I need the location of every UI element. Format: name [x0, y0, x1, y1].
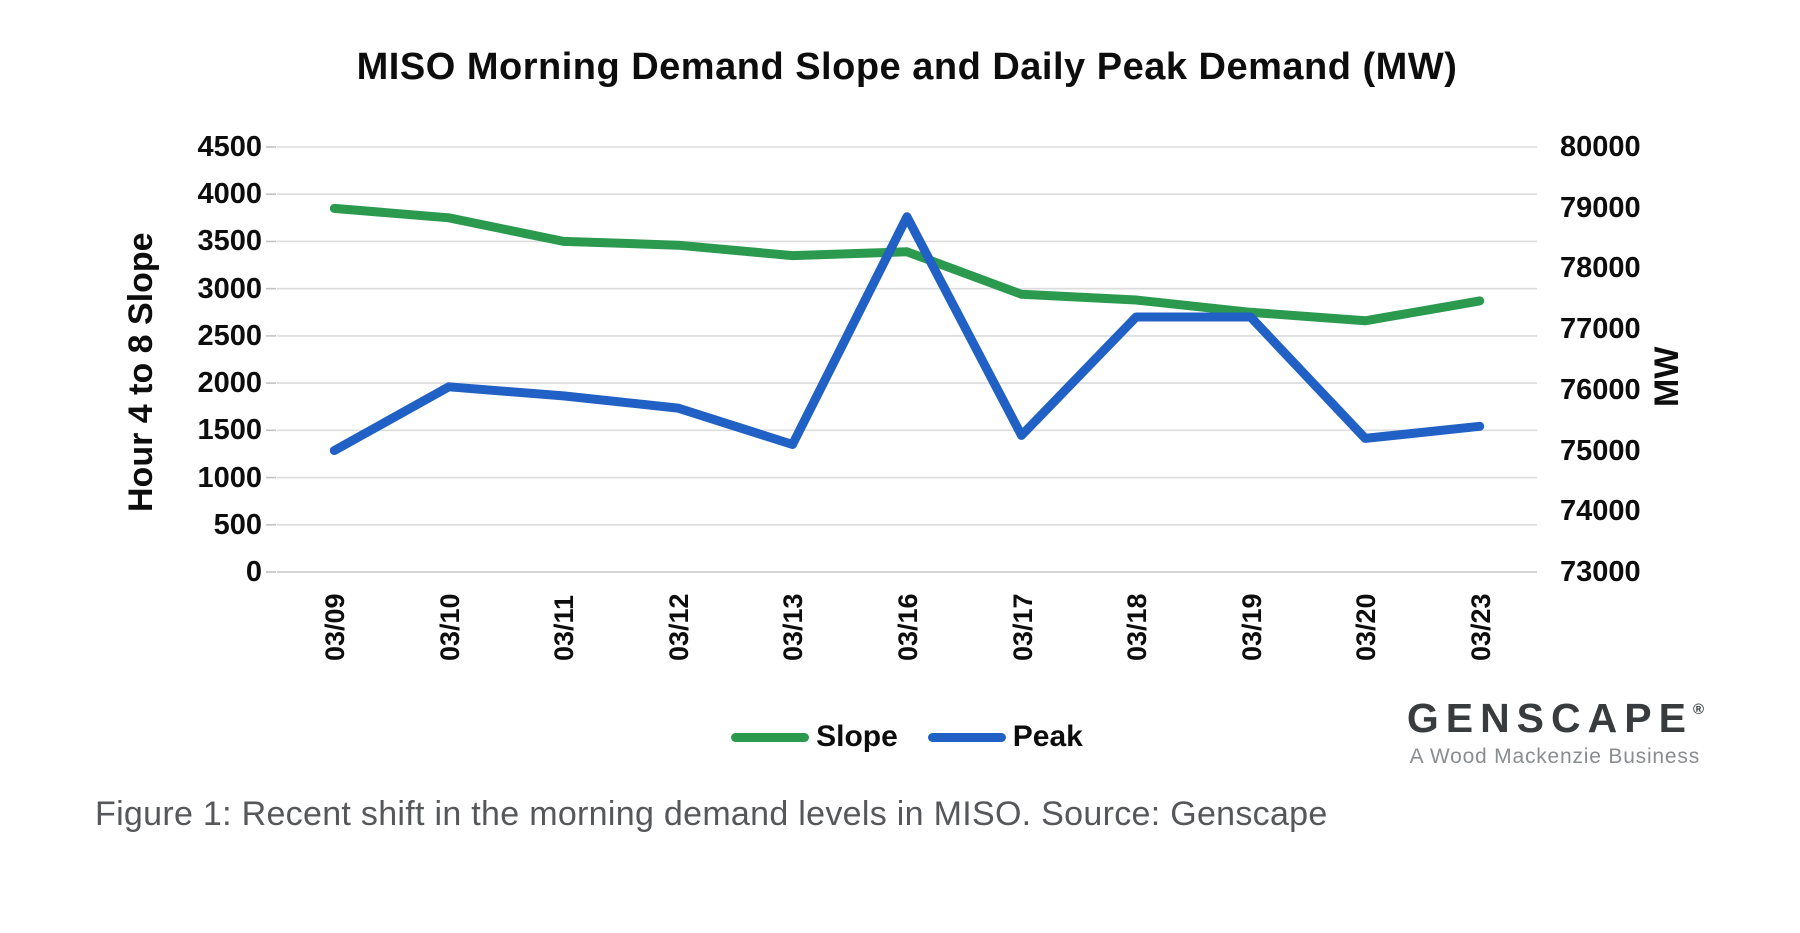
x-axis-tick-label: 03/17 — [1007, 593, 1038, 661]
legend-label-slope: Slope — [816, 720, 898, 753]
x-axis-tick-label: 03/19 — [1236, 593, 1267, 661]
left-axis-tick-label: 500 — [213, 508, 262, 541]
x-axis-tick-label: 03/10 — [434, 593, 465, 661]
right-axis-tick-label: 74000 — [1560, 495, 1641, 528]
genscape-logo: GENSCAPE® A Wood Mackenzie Business — [1280, 696, 1704, 769]
slope-series-line — [329, 203, 1485, 326]
x-axis-tick-label: 03/20 — [1351, 593, 1382, 661]
right-axis-tick-label: 75000 — [1560, 434, 1641, 467]
right-axis-tick-label: 80000 — [1560, 131, 1641, 163]
registered-trademark-symbol: ® — [1692, 701, 1704, 718]
right-axis-tick-label: 77000 — [1560, 313, 1641, 346]
left-axis-tick-label: 4000 — [197, 178, 262, 211]
left-axis-tick-label: 1000 — [197, 461, 262, 494]
legend-item-slope: Slope — [731, 720, 898, 754]
x-axis-tick-label: 03/09 — [320, 593, 351, 661]
left-axis-tick-label: 1500 — [197, 414, 262, 447]
left-axis-tick-label: 0 — [245, 556, 262, 588]
legend-item-peak: Peak — [927, 720, 1083, 754]
figure-caption: Figure 1: Recent shift in the morning de… — [95, 795, 1328, 833]
left-axis-tick-label: 2500 — [197, 319, 262, 352]
right-axis-tick-label: 76000 — [1560, 373, 1641, 406]
x-axis-tick-label: 03/12 — [663, 593, 694, 661]
left-axis-tick-label: 2000 — [197, 367, 262, 400]
peak-series-line — [329, 212, 1485, 456]
right-axis-tick-label: 79000 — [1560, 191, 1641, 224]
peak-line-swatch — [927, 732, 1006, 742]
x-axis-tick-label: 03/13 — [778, 593, 809, 661]
legend-label-peak: Peak — [1012, 720, 1083, 753]
right-axis-tick-label: 73000 — [1560, 556, 1641, 588]
genscape-tagline: A Wood Mackenzie Business — [1409, 745, 1700, 768]
right-axis-tick-label: 78000 — [1560, 252, 1641, 285]
left-axis-tick-label: 3000 — [197, 272, 262, 305]
slope-line-swatch — [731, 732, 810, 742]
x-axis-tick-label: 03/11 — [549, 594, 580, 661]
chart-legend: Slope Peak — [277, 720, 1537, 754]
x-axis-tick-label: 03/23 — [1465, 593, 1496, 661]
x-axis-tick-label: 03/16 — [893, 593, 923, 661]
left-axis-tick-label: 3500 — [197, 225, 262, 258]
genscape-wordmark: GENSCAPE® — [1406, 695, 1704, 741]
x-axis-tick-label: 03/18 — [1122, 593, 1153, 661]
left-axis-tick-label: 4500 — [197, 131, 262, 163]
chart-title: MISO Morning Demand Slope and Daily Peak… — [356, 46, 1458, 88]
